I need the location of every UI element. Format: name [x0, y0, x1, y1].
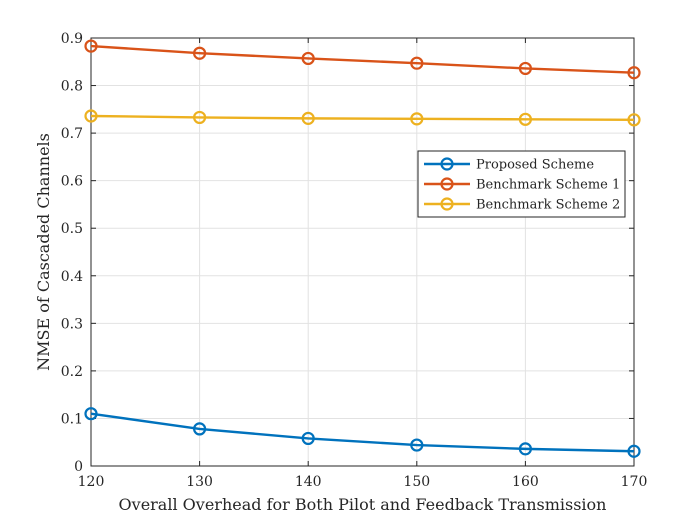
series-line — [90, 412, 635, 453]
series-line — [90, 44, 635, 74]
series-line — [90, 114, 635, 121]
legend-item: Proposed Scheme — [424, 157, 594, 173]
legend-item: Benchmark Scheme 1 — [424, 177, 620, 193]
plot-area: 120 130 140 150 160 170 0 0.1 0.2 0.3 0.4 0.5 0.6 0.7… — [61, 31, 648, 490]
y-tick-label: 0.3 — [61, 316, 83, 332]
y-tick-label: 0.6 — [61, 174, 83, 190]
legend-label: Proposed Scheme — [476, 158, 594, 173]
data-point — [301, 51, 315, 66]
legend-item: Benchmark Scheme 2 — [424, 197, 620, 213]
data-point — [193, 46, 207, 60]
y-tick-label: 0.7 — [61, 126, 83, 142]
x-tick-label: 170 — [621, 474, 648, 490]
data-point — [627, 444, 641, 458]
data-point — [518, 112, 533, 126]
axes-background — [91, 38, 634, 466]
legend-marker — [440, 157, 454, 171]
axes-box — [90, 37, 635, 467]
data-point — [193, 422, 207, 436]
x-tick-label: 140 — [295, 474, 322, 490]
y-tick-label: 0.9 — [61, 31, 83, 47]
legend-label: Benchmark Scheme 1 — [476, 178, 620, 193]
x-tick-label: 160 — [512, 474, 539, 490]
data-point — [84, 407, 98, 421]
y-axis-label: NMSE of Cascaded Channels — [34, 133, 53, 371]
data-point — [84, 109, 98, 123]
legend-marker — [440, 197, 454, 211]
legend: Proposed Scheme Benchmark Scheme 1 Benchma… — [417, 150, 626, 218]
data-point — [84, 39, 98, 53]
y-tick-label: 0.8 — [61, 79, 83, 95]
x-axis-label: Overall Overhead for Both Pilot and Feed… — [119, 495, 607, 514]
data-point — [518, 61, 533, 76]
x-tick-label: 120 — [78, 474, 105, 490]
data-point — [301, 111, 315, 125]
x-tick-label: 150 — [403, 474, 430, 490]
data-point — [410, 112, 424, 126]
y-tick-label: 0.5 — [61, 221, 83, 237]
data-point — [627, 66, 641, 80]
x-tick-label: 130 — [186, 474, 213, 490]
data-point — [301, 431, 315, 446]
data-point — [410, 438, 424, 452]
y-tick-label: 0.2 — [61, 364, 83, 380]
y-tick-label: 0.1 — [61, 411, 83, 427]
data-point — [410, 56, 424, 70]
data-point — [193, 110, 207, 125]
y-tick-label: 0.4 — [61, 269, 83, 285]
data-point — [518, 442, 533, 456]
y-tick-label: 0 — [74, 459, 83, 475]
legend-marker — [440, 177, 454, 191]
data-point — [627, 113, 641, 127]
legend-label: Benchmark Scheme 2 — [476, 198, 620, 213]
